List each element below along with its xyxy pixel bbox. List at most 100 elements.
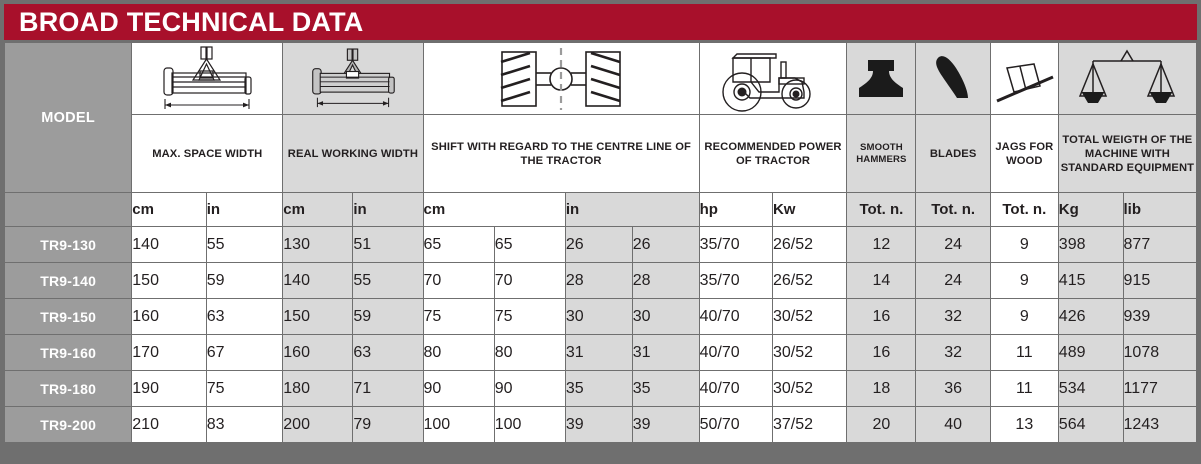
cell-shift-cm-a: 75 xyxy=(422,298,495,335)
group-label: REAL WORKING WIDTH xyxy=(287,147,419,160)
cell-shift-in-b: 35 xyxy=(631,370,700,407)
cell-kg: 398 xyxy=(1057,226,1124,263)
cell-rww-cm: 130 xyxy=(282,226,354,263)
unit-power-kw: Kw xyxy=(771,192,848,227)
unit-shift-cm: cm xyxy=(422,192,566,227)
cell-rww-in: 59 xyxy=(352,298,424,335)
cell-lib: 877 xyxy=(1122,226,1198,263)
blade-icon xyxy=(936,55,969,98)
cell-lib: 939 xyxy=(1122,298,1198,335)
group-header-total-weight: TOTAL WEIGTH OF THE MACHINE WITH STANDAR… xyxy=(1057,114,1198,193)
cell-msw-in: 59 xyxy=(205,262,284,299)
unit-max-space-width-cm: cm xyxy=(131,192,207,227)
cell-blades: 24 xyxy=(915,262,991,299)
unit-real-working-width-cm: cm xyxy=(282,192,354,227)
cell-jags: 9 xyxy=(989,226,1059,263)
title-banner: BROAD TECHNICAL DATA xyxy=(4,4,1197,40)
icon-cell-blades xyxy=(915,42,991,115)
model-column-spacer xyxy=(3,192,133,227)
jag-for-wood-icon xyxy=(996,62,1054,102)
unit-header-row: cm in cm in cm in hp Kw Tot. n. Tot. n. … xyxy=(3,192,1198,227)
group-label: TOTAL WEIGTH OF THE MACHINE WITH STANDAR… xyxy=(1060,133,1195,174)
page-title: BROAD TECHNICAL DATA xyxy=(19,6,364,37)
table-row: TR9-200 210 83 200 79 100 100 39 39 50/70 37/52 20 4… xyxy=(3,406,1198,443)
cell-rww-cm: 180 xyxy=(282,370,354,407)
cell-shift-in-a: 31 xyxy=(564,334,633,371)
cell-rww-in: 79 xyxy=(352,406,424,443)
group-header-jags-for-wood: JAGS FOR WOOD xyxy=(989,114,1059,193)
cell-lib: 1177 xyxy=(1122,370,1198,407)
cell-shift-cm-b: 100 xyxy=(493,406,566,443)
icon-cell-recommended-power xyxy=(698,42,848,115)
cell-msw-cm: 140 xyxy=(131,226,207,263)
group-header-blades: BLADES xyxy=(915,114,991,193)
cell-shift-cm-b: 80 xyxy=(493,334,566,371)
mulcher-front-view-icon xyxy=(163,45,252,109)
icon-cell-max-space-width xyxy=(131,42,284,115)
icon-cell-total-weight xyxy=(1057,42,1198,115)
group-label: BLADES xyxy=(929,147,977,160)
cell-msw-in: 55 xyxy=(205,226,284,263)
row-model-label: TR9-140 xyxy=(3,262,133,299)
cell-shift-in-b: 28 xyxy=(631,262,700,299)
cell-lib: 915 xyxy=(1122,262,1198,299)
cell-hammers: 14 xyxy=(846,262,917,299)
mulcher-front-view-shaded-icon xyxy=(312,47,395,107)
cell-shift-cm-b: 70 xyxy=(493,262,566,299)
cell-kg: 564 xyxy=(1057,406,1124,443)
cell-blades: 32 xyxy=(915,334,991,371)
cell-shift-in-a: 30 xyxy=(564,298,633,335)
cell-msw-cm: 170 xyxy=(131,334,207,371)
cell-blades: 36 xyxy=(915,370,991,407)
cell-shift-in-a: 35 xyxy=(564,370,633,407)
cell-jags: 9 xyxy=(989,262,1059,299)
cell-hp: 50/70 xyxy=(698,406,773,443)
icon-cell-real-working-width xyxy=(282,42,424,115)
model-header-cell: MODEL xyxy=(3,42,133,193)
cell-jags: 9 xyxy=(989,298,1059,335)
cell-msw-in: 83 xyxy=(205,406,284,443)
unit-blades-total: Tot. n. xyxy=(915,192,991,227)
tractor-side-view-icon xyxy=(722,52,811,112)
cell-shift-in-b: 30 xyxy=(631,298,700,335)
group-header-row: MAX. SPACE WIDTH REAL WORKING WIDTH SHIF… xyxy=(5,114,1198,193)
cell-kw: 30/52 xyxy=(771,370,848,407)
cell-shift-cm-a: 80 xyxy=(422,334,495,371)
cell-hp: 40/70 xyxy=(698,370,773,407)
unit-jags-total: Tot. n. xyxy=(989,192,1059,227)
row-model-label: TR9-180 xyxy=(3,370,133,407)
cell-msw-in: 63 xyxy=(205,298,284,335)
cell-hammers: 20 xyxy=(846,406,917,443)
balance-scale-icon xyxy=(1079,49,1176,103)
cell-shift-cm-b: 90 xyxy=(493,370,566,407)
cell-kw: 30/52 xyxy=(771,298,848,335)
cell-jags: 11 xyxy=(989,334,1059,371)
group-header-shift-centreline: SHIFT WITH REGARD TO THE CENTRE LINE OF … xyxy=(422,114,700,193)
cell-kw: 26/52 xyxy=(771,262,848,299)
cell-shift-cm-a: 100 xyxy=(422,406,495,443)
cell-kw: 26/52 xyxy=(771,226,848,263)
cell-msw-in: 67 xyxy=(205,334,284,371)
table-row: TR9-160 170 67 160 63 80 80 31 31 40/70 30/52 16 32 1… xyxy=(3,334,1198,371)
cell-hammers: 16 xyxy=(846,298,917,335)
icon-row: MODEL xyxy=(3,42,1198,193)
cell-blades: 24 xyxy=(915,226,991,263)
unit-shift-in: in xyxy=(564,192,700,227)
cell-kg: 426 xyxy=(1057,298,1124,335)
cell-rww-cm: 150 xyxy=(282,298,354,335)
icon-cell-shift-centreline xyxy=(422,42,700,115)
cell-blades: 40 xyxy=(915,406,991,443)
cell-rww-in: 63 xyxy=(352,334,424,371)
cell-shift-in-a: 28 xyxy=(564,262,633,299)
unit-smooth-hammers-total: Tot. n. xyxy=(846,192,917,227)
cell-msw-cm: 190 xyxy=(131,370,207,407)
cell-shift-cm-a: 70 xyxy=(422,262,495,299)
cell-shift-in-b: 39 xyxy=(631,406,700,443)
cell-rww-in: 55 xyxy=(352,262,424,299)
unit-weight-lib: lib xyxy=(1122,192,1198,227)
group-header-max-space-width: MAX. SPACE WIDTH xyxy=(131,114,284,193)
cell-kw: 30/52 xyxy=(771,334,848,371)
group-label: RECOMMENDED POWER OF TRACTOR xyxy=(704,140,842,167)
smooth-hammer-icon xyxy=(859,59,904,97)
